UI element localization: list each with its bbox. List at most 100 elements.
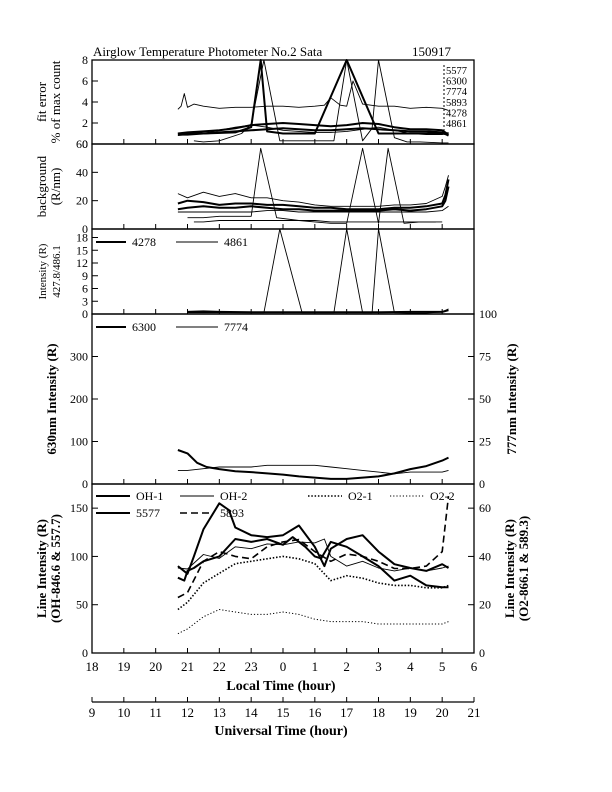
x-tick-label: 23 xyxy=(245,659,258,674)
x-tick-label: 20 xyxy=(149,659,162,674)
legend-label-line: OH-2 xyxy=(220,489,247,503)
y-tick-label-int: 15 xyxy=(76,243,88,257)
y-tick-label-right-red: 75 xyxy=(479,350,491,364)
series-line-fit-4278 xyxy=(177,59,449,136)
panel-frame-bg xyxy=(91,143,475,230)
y-tick-label-right-line: 0 xyxy=(479,646,485,660)
series-line-line-5893 xyxy=(177,496,450,599)
y-tick-label-right-line: 60 xyxy=(479,501,491,515)
x-tick-label: 1 xyxy=(312,659,319,674)
chart-title: Airglow Temperature Photometer No.2 Sata xyxy=(93,44,323,59)
series-line-line-5577 xyxy=(177,502,450,575)
y-tick-label-fit: 8 xyxy=(82,53,88,67)
y-tick-label-right-red: 0 xyxy=(479,477,485,491)
y-tick-label-right-line: 20 xyxy=(479,598,491,612)
y-axis-label-fit: fit error xyxy=(34,81,49,122)
y-tick-label-red: 300 xyxy=(70,350,88,364)
ut-tick-label: 12 xyxy=(181,705,194,720)
ut-tick-label: 21 xyxy=(468,705,481,720)
y-tick-label-bg: 0 xyxy=(82,222,88,236)
y-tick-label-right-red: 50 xyxy=(479,392,491,406)
y-tick-label-bg: 40 xyxy=(76,165,88,179)
y-axis-label-right-line: Line Intensity (R) xyxy=(502,519,517,618)
legend-label-fit: 4278 xyxy=(446,108,467,119)
series-line-bg-bg-a xyxy=(177,175,449,207)
legend-label-fit: 7774 xyxy=(446,87,468,98)
y-tick-label-fit: 0 xyxy=(82,137,88,151)
y-tick-label-bg: 60 xyxy=(76,137,88,151)
y-tick-label-line: 150 xyxy=(70,501,88,515)
series-line-line-OH-1 xyxy=(177,536,449,589)
ut-tick-label: 11 xyxy=(149,705,162,720)
legend-label-line: O2-1 xyxy=(348,489,373,503)
x-axis-label: Local Time (hour) xyxy=(226,679,335,694)
y-tick-label-fit: 2 xyxy=(82,116,88,130)
x-tick-label: 4 xyxy=(407,659,414,674)
legend-label-fit: 4861 xyxy=(446,119,467,130)
ut-tick-label: 17 xyxy=(340,705,354,720)
y-tick-label-bg: 20 xyxy=(76,194,88,208)
x-tick-label: 19 xyxy=(117,659,130,674)
y-tick-label-fit: 6 xyxy=(82,74,88,88)
series-line-bg-bg-b xyxy=(177,179,450,211)
y-tick-label-red: 200 xyxy=(70,392,88,406)
x-tick-label: 21 xyxy=(181,659,194,674)
legend-label-line: O2-2 xyxy=(430,489,455,503)
x-tick-label: 0 xyxy=(280,659,287,674)
y-tick-label-right-line: 40 xyxy=(479,549,491,563)
x-tick-label: 6 xyxy=(471,659,478,674)
series-line-bg-bg-c xyxy=(177,186,450,212)
legend-label-int: 4278 xyxy=(132,235,156,249)
y-axis-label-right-line: (O2-866.1 & 589.3) xyxy=(516,516,531,621)
ut-tick-label: 20 xyxy=(436,705,449,720)
ut-tick-label: 9 xyxy=(89,705,96,720)
ut-tick-label: 14 xyxy=(245,705,259,720)
y-axis-label-line: (OH-846.6 & 557.7) xyxy=(48,514,63,623)
y-axis-label-bg: (R/nm) xyxy=(48,168,63,206)
y-axis-label-int: Intensity (R) xyxy=(37,243,49,299)
series-line-bg-bg-e xyxy=(187,147,436,224)
ut-tick-label: 16 xyxy=(308,705,322,720)
series-line-fit-5577 xyxy=(177,80,449,111)
legend-label-fit: 5577 xyxy=(446,66,467,77)
series-line-fit-4861 xyxy=(193,59,449,144)
y-tick-label-int: 6 xyxy=(82,282,88,296)
y-tick-label-line: 50 xyxy=(76,598,88,612)
series-line-int-4278 xyxy=(187,309,449,314)
y-tick-label-int: 9 xyxy=(82,269,88,283)
series-line-bg-bg-f xyxy=(193,220,443,223)
y-axis-label-fit: % of max count xyxy=(48,60,63,143)
series-line-line-O2-2 xyxy=(177,609,449,635)
x-tick-label: 18 xyxy=(86,659,99,674)
x-tick-label: 2 xyxy=(343,659,350,674)
ut-tick-label: 18 xyxy=(372,705,385,720)
y-axis-label-line: Line Intensity (R) xyxy=(34,519,49,618)
y-tick-label-int: 12 xyxy=(76,256,88,270)
ut-tick-label: 19 xyxy=(404,705,417,720)
legend-label-line: OH-1 xyxy=(136,489,163,503)
series-line-bg-bg-d xyxy=(177,205,449,213)
series-line-red-7774 xyxy=(177,464,449,475)
y-axis-label-right-red: 777nm Intensity (R) xyxy=(504,343,519,454)
y-axis-label-red: 630nm Intensity (R) xyxy=(44,343,59,454)
legend-label-line: 5577 xyxy=(136,506,160,520)
y-tick-label-red: 100 xyxy=(70,435,88,449)
legend-label-red: 7774 xyxy=(224,320,248,334)
y-tick-label-right-red: 25 xyxy=(479,435,491,449)
y-tick-label-red: 0 xyxy=(82,477,88,491)
legend-label-line: 5893 xyxy=(220,506,244,520)
y-axis-label-bg: background xyxy=(34,155,49,217)
legend-label-fit: 5893 xyxy=(446,98,467,109)
ut-tick-label: 15 xyxy=(277,705,290,720)
ut-tick-label: 10 xyxy=(117,705,130,720)
y-tick-label-int: 0 xyxy=(82,307,88,321)
legend-label-fit: 6300 xyxy=(446,77,467,88)
y-tick-label-line: 0 xyxy=(82,646,88,660)
series-line-red-6300 xyxy=(177,449,449,480)
ut-axis-label: Universal Time (hour) xyxy=(214,724,348,739)
y-tick-label-line: 100 xyxy=(70,549,88,563)
x-tick-label: 3 xyxy=(375,659,382,674)
y-tick-label-int: 18 xyxy=(76,231,88,245)
ut-tick-label: 13 xyxy=(213,705,226,720)
